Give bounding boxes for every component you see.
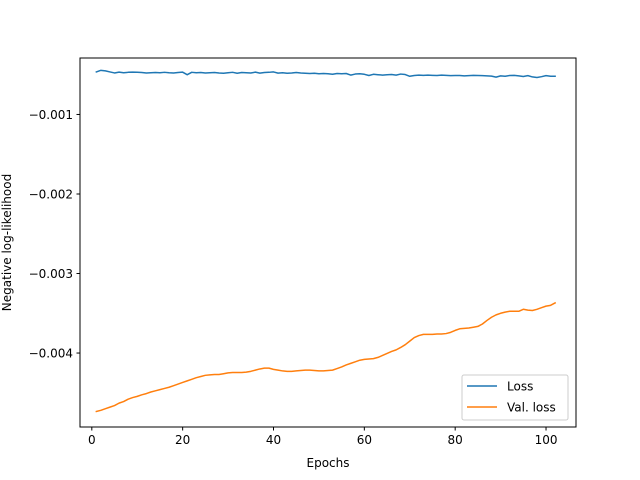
x-tick-label: 20 [175, 433, 190, 447]
x-tick-label: 0 [88, 433, 96, 447]
y-axis: −0.001 −0.002 −0.003 −0.004 [29, 108, 80, 361]
x-tick-label: 80 [448, 433, 463, 447]
x-axis: 0 20 40 60 80 100 [88, 427, 557, 447]
series-layer [95, 69, 557, 413]
x-tick-label: 40 [266, 433, 281, 447]
y-tick-label: −0.003 [29, 267, 73, 281]
plot-area-frame [79, 57, 577, 428]
legend: Loss Val. loss [461, 374, 569, 421]
x-axis-label: Epochs [307, 456, 350, 470]
x-tick-label: 60 [357, 433, 372, 447]
legend-label: Val. loss [507, 401, 556, 415]
x-tick-label: 100 [535, 433, 558, 447]
series-line-loss [95, 69, 556, 79]
y-tick-label: −0.001 [29, 108, 73, 122]
y-axis-label: Negative log-likelihood [0, 174, 14, 311]
legend-label: Loss [507, 380, 533, 394]
y-tick-label: −0.004 [29, 347, 73, 361]
series-line-val-loss [95, 301, 557, 413]
y-tick-label: −0.002 [29, 187, 73, 201]
